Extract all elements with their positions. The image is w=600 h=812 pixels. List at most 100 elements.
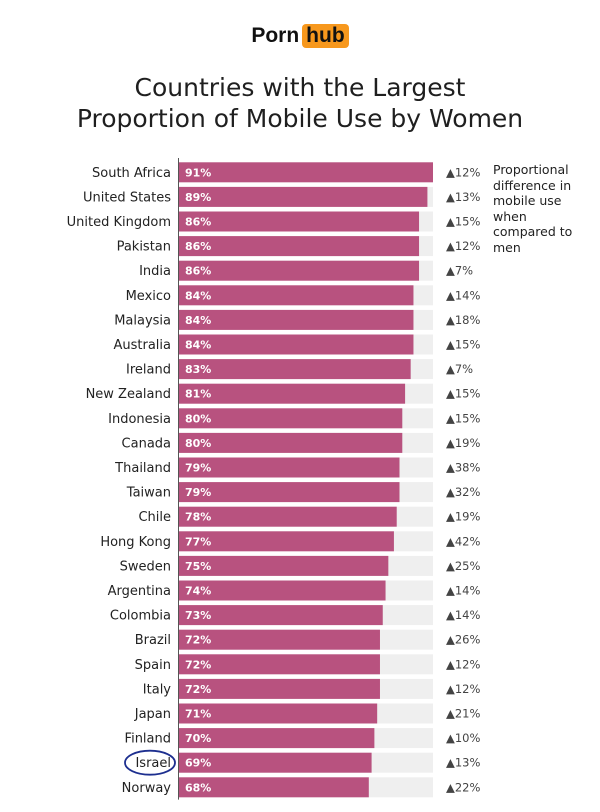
bar	[179, 703, 378, 724]
difference-label: ▲12%	[446, 239, 480, 253]
bar-value-label: 84%	[185, 289, 211, 302]
category-label: Norway	[122, 781, 172, 796]
difference-label: ▲14%	[446, 288, 480, 302]
difference-label: ▲25%	[446, 559, 480, 573]
category-label: Hong Kong	[100, 535, 171, 550]
bar-value-label: 86%	[185, 216, 211, 229]
bar-value-label: 84%	[185, 314, 211, 327]
category-label: Mexico	[126, 289, 171, 304]
category-label: United Kingdom	[67, 215, 171, 230]
category-label: Japan	[134, 707, 171, 722]
category-label: Pakistan	[117, 240, 171, 255]
category-label: United States	[83, 190, 171, 205]
bar-value-label: 83%	[185, 363, 211, 376]
bar-value-label: 69%	[185, 757, 211, 770]
bar	[179, 236, 420, 257]
difference-label: ▲12%	[446, 165, 480, 179]
chart-title: Countries with the Largest Proportion of…	[0, 72, 600, 134]
bar-value-label: 71%	[185, 708, 211, 721]
bar	[179, 580, 386, 601]
difference-label: ▲15%	[446, 338, 480, 352]
difference-label: ▲10%	[446, 731, 480, 745]
difference-label: ▲38%	[446, 461, 480, 475]
difference-label: ▲15%	[446, 387, 480, 401]
bar	[179, 260, 420, 281]
bar	[179, 457, 400, 478]
bar	[179, 482, 400, 503]
difference-label: ▲14%	[446, 584, 480, 598]
category-label: Chile	[138, 510, 171, 525]
difference-label: ▲7%	[446, 264, 473, 278]
bar-value-label: 86%	[185, 240, 211, 253]
difference-label: ▲21%	[446, 707, 480, 721]
bar	[179, 629, 380, 650]
category-label: South Africa	[92, 166, 171, 181]
bar-value-label: 84%	[185, 339, 211, 352]
bar-value-label: 74%	[185, 585, 211, 598]
category-label: Israel	[135, 756, 171, 771]
bar	[179, 728, 375, 749]
bar-value-label: 77%	[185, 535, 211, 548]
bar	[179, 334, 414, 355]
bar-value-label: 80%	[185, 412, 211, 425]
difference-label: ▲15%	[446, 411, 480, 425]
category-label: Italy	[143, 682, 172, 697]
bar-value-label: 89%	[185, 191, 211, 204]
bar	[179, 678, 380, 699]
chart-title-line-2: Proportion of Mobile Use by Women	[76, 104, 524, 133]
bar	[179, 285, 414, 306]
difference-label: ▲13%	[446, 190, 480, 204]
brand-logo-text: Porn	[251, 24, 300, 47]
category-label: Brazil	[135, 633, 171, 648]
bar	[179, 654, 380, 675]
bar	[179, 383, 406, 404]
category-label: Australia	[113, 338, 171, 353]
difference-label: ▲15%	[446, 215, 480, 229]
difference-label: ▲14%	[446, 608, 480, 622]
category-label: Sweden	[120, 559, 171, 574]
category-label: Thailand	[114, 461, 171, 476]
brand-logo-badge: hub	[302, 24, 349, 48]
bar-value-label: 81%	[185, 388, 211, 401]
category-label: Indonesia	[108, 412, 171, 427]
category-label: New Zealand	[86, 387, 171, 402]
bar-value-label: 78%	[185, 511, 211, 524]
category-label: Canada	[122, 436, 171, 451]
bar	[179, 162, 433, 183]
bar-value-label: 79%	[185, 486, 211, 499]
bar	[179, 432, 403, 453]
bar	[179, 506, 397, 527]
bar	[179, 186, 428, 207]
bar	[179, 531, 394, 552]
category-label: Colombia	[110, 609, 171, 624]
bar-value-label: 72%	[185, 658, 211, 671]
difference-label: ▲19%	[446, 510, 480, 524]
category-label: Malaysia	[114, 313, 171, 328]
bar	[179, 408, 403, 429]
difference-label: ▲12%	[446, 682, 480, 696]
difference-label: ▲26%	[446, 633, 480, 647]
chart-title-line-1: Countries with the Largest	[134, 73, 466, 102]
category-label: Taiwan	[126, 486, 171, 501]
category-label: India	[139, 264, 171, 279]
difference-label: ▲18%	[446, 313, 480, 327]
bar-value-label: 73%	[185, 609, 211, 622]
difference-label: ▲7%	[446, 362, 473, 376]
bar-value-label: 75%	[185, 560, 211, 573]
side-note: Proportional difference in mobile use wh…	[493, 162, 573, 255]
difference-label: ▲19%	[446, 436, 480, 450]
bar-value-label: 86%	[185, 265, 211, 278]
bar	[179, 211, 420, 232]
category-label: Spain	[135, 658, 171, 673]
bar-value-label: 72%	[185, 683, 211, 696]
difference-label: ▲42%	[446, 534, 480, 548]
bar-value-label: 91%	[185, 166, 211, 179]
difference-label: ▲22%	[446, 780, 480, 794]
bar	[179, 309, 414, 330]
bar	[179, 752, 372, 773]
bar	[179, 555, 389, 576]
category-label: Finland	[125, 732, 171, 747]
category-label: Argentina	[108, 584, 171, 599]
bar-value-label: 72%	[185, 634, 211, 647]
